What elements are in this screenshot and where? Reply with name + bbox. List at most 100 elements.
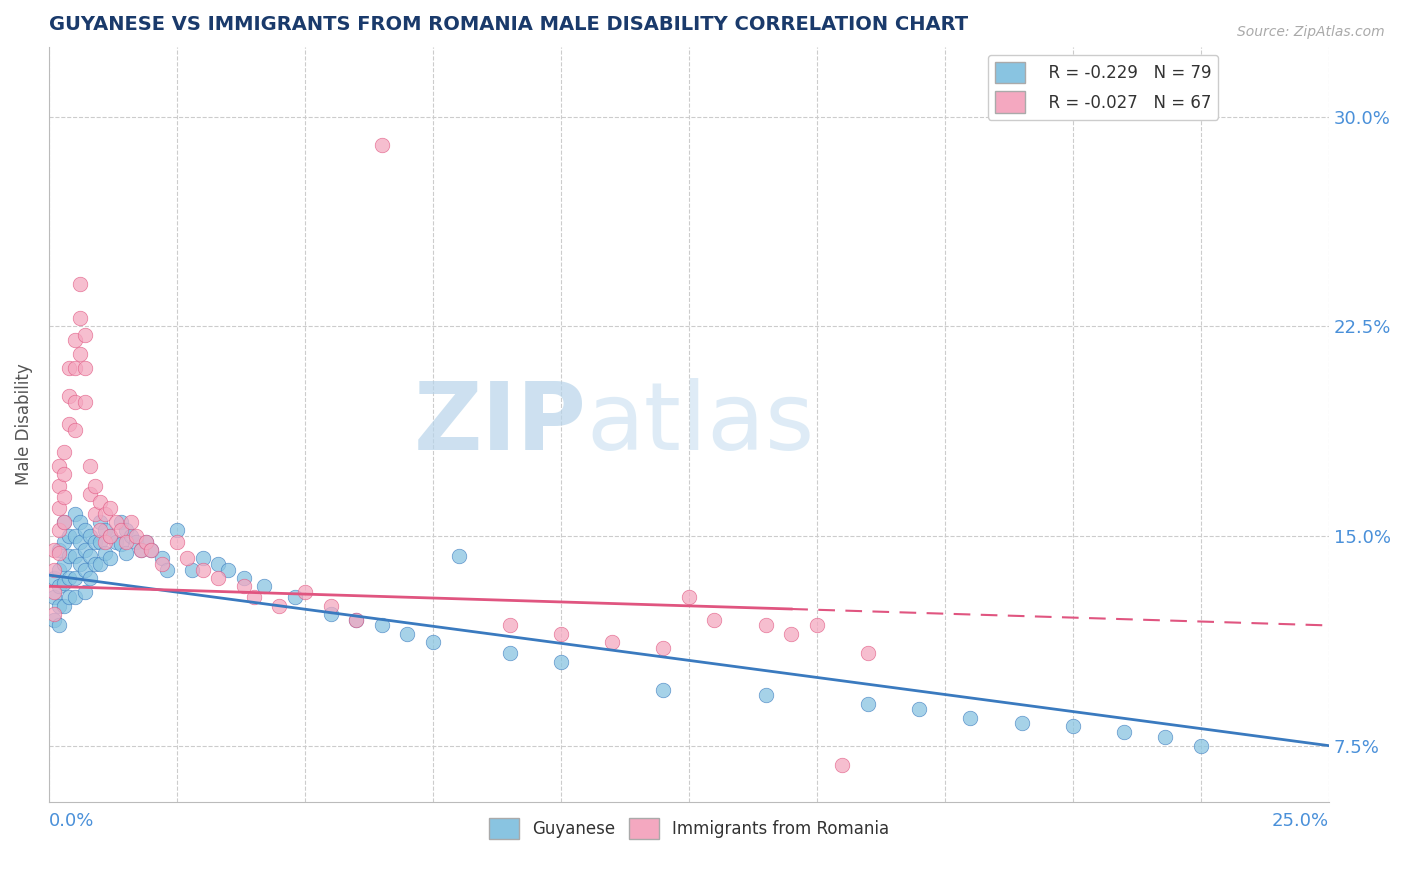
Point [63,507,86,521]
Point [447,549,470,563]
Point [600,635,623,649]
Point [269,599,291,613]
Text: 0.0%: 0.0% [49,812,94,830]
Point [48,458,70,473]
Point [110,515,132,529]
Point [73,361,96,376]
Point [89,524,111,538]
Point [780,627,803,641]
Point [58,417,80,431]
Point [63,529,86,543]
Point [84,534,107,549]
Point [166,524,188,538]
Point [1011,716,1033,731]
Text: Source: ZipAtlas.com: Source: ZipAtlas.com [1237,25,1385,39]
Point [42,562,65,576]
Point [48,501,70,516]
Point [53,445,76,459]
Point [84,507,107,521]
Point [191,551,214,566]
Point [129,543,152,558]
Point [79,571,101,585]
Point [1112,724,1135,739]
Point [550,627,572,641]
Point [110,537,132,551]
Point [53,576,76,591]
Point [499,646,522,660]
Point [104,534,127,549]
Point [100,501,122,516]
Point [703,613,725,627]
Point [94,546,117,560]
Point [319,599,342,613]
Point [370,618,392,632]
Point [42,585,65,599]
Point [125,534,148,549]
Point [120,529,142,543]
Point [42,607,65,622]
Point [755,689,778,703]
Point [232,571,254,585]
Point [58,361,80,376]
Point [150,557,173,571]
Point [110,524,132,538]
Point [53,515,76,529]
Point [217,562,239,576]
Point [79,529,101,543]
Point [58,389,80,403]
Point [94,524,117,538]
Point [69,557,91,571]
Point [42,613,65,627]
Point [89,515,111,529]
Point [69,534,91,549]
Point [73,562,96,576]
Point [48,543,70,558]
Point [207,571,229,585]
Point [48,599,70,613]
Point [73,585,96,599]
Point [370,137,392,152]
Point [207,557,229,571]
Point [166,534,188,549]
Point [100,529,122,543]
Point [156,562,179,576]
Point [908,702,931,716]
Point [284,591,307,605]
Point [89,534,111,549]
Point [135,534,157,549]
Point [63,333,86,347]
Point [104,515,127,529]
Point [69,515,91,529]
Point [63,423,86,437]
Point [79,487,101,501]
Point [58,529,80,543]
Point [499,618,522,632]
Point [89,557,111,571]
Point [319,607,342,622]
Point [100,551,122,566]
Point [73,394,96,409]
Point [53,534,76,549]
Point [79,549,101,563]
Text: ZIP: ZIP [413,378,586,470]
Point [242,591,264,605]
Point [232,579,254,593]
Point [73,524,96,538]
Point [114,546,136,560]
Point [831,758,853,772]
Point [63,571,86,585]
Point [69,347,91,361]
Point [100,529,122,543]
Point [63,394,86,409]
Point [48,562,70,576]
Point [114,534,136,549]
Point [73,327,96,342]
Point [94,507,117,521]
Point [84,557,107,571]
Point [652,682,675,697]
Point [73,543,96,558]
Text: GUYANESE VS IMMIGRANTS FROM ROMANIA MALE DISABILITY CORRELATION CHART: GUYANESE VS IMMIGRANTS FROM ROMANIA MALE… [49,15,969,34]
Point [652,640,675,655]
Point [69,310,91,325]
Point [48,478,70,492]
